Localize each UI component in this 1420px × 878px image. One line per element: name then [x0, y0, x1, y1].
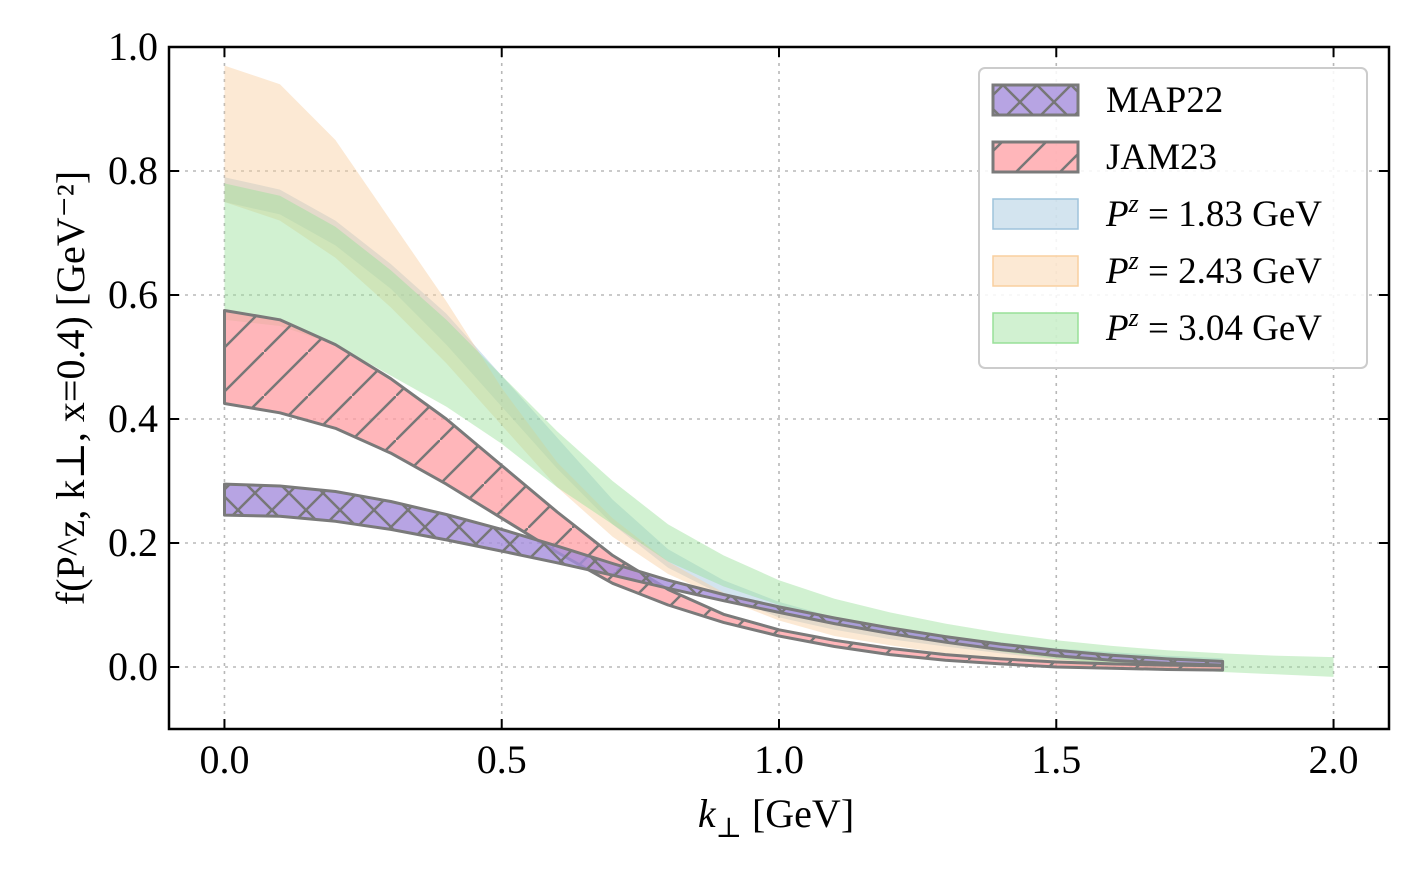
x-tick-label: 0.0: [199, 737, 249, 782]
legend-item: Pz = 2.43 GeV: [992, 246, 1322, 292]
legend-swatch: [992, 198, 1079, 230]
band-p-z-3-04-gev: [224, 183, 1334, 677]
band-edge: [223, 482, 1225, 667]
band-fill: [224, 183, 1334, 677]
legend-item: MAP22: [991, 80, 1223, 121]
y-tick-label: 1.0: [108, 24, 158, 69]
axis-ticks: 0.0 0.5 1.0 1.5 2.0 0.0 0.2 0.4 0.6 0.8 1.0: [108, 24, 1389, 782]
x-tick-label: 2.0: [1309, 737, 1359, 782]
y-tick-label: 0.8: [108, 148, 158, 193]
y-tick-label: 0.2: [108, 520, 158, 565]
x-axis-symbol: k: [698, 791, 717, 836]
legend-item: JAM23: [991, 137, 1217, 178]
x-tick-label: 1.5: [1031, 737, 1081, 782]
x-axis-unit: [GeV]: [742, 791, 854, 836]
legend-item: Pz = 3.04 GeV: [992, 303, 1322, 349]
legend-label: Pz = 1.83 GeV: [1105, 189, 1322, 235]
y-axis-label: f(P^z, k⊥, x=0.4) [GeV⁻²]: [48, 171, 93, 605]
band-hatch: [224, 310, 1223, 671]
x-axis-subscript: ⊥: [716, 813, 742, 844]
legend-label: Pz = 3.04 GeV: [1105, 303, 1322, 349]
legend-label: MAP22: [1106, 80, 1223, 121]
legend-swatch: [992, 312, 1079, 344]
legend-label: JAM23: [1106, 137, 1217, 178]
band-hatch: [224, 484, 1223, 666]
legend-swatch: [992, 255, 1079, 287]
band-p-z-1-83-gev: [224, 177, 1223, 669]
band-edge: [223, 309, 1225, 672]
legend-swatch-hatch: [993, 142, 1078, 172]
legend-swatch-hatch: [993, 85, 1078, 115]
y-tick-label: 0.4: [108, 396, 158, 441]
y-tick-label: 0.0: [108, 644, 158, 689]
x-tick-label: 1.0: [754, 737, 804, 782]
band-jam23: [223, 309, 1225, 672]
band-map22: [223, 482, 1225, 667]
series-bands: [223, 65, 1334, 677]
x-axis-label: k⊥ [GeV]: [698, 791, 854, 844]
legend: MAP22 JAM23 Pz = 1.83 GeV Pz = 2.43 GeV Pz =…: [978, 67, 1368, 369]
x-tick-label: 0.5: [477, 737, 527, 782]
band-fill: [224, 177, 1223, 669]
legend-item: Pz = 1.83 GeV: [992, 189, 1322, 235]
y-tick-label: 0.6: [108, 272, 158, 317]
legend-label: Pz = 2.43 GeV: [1105, 246, 1322, 292]
